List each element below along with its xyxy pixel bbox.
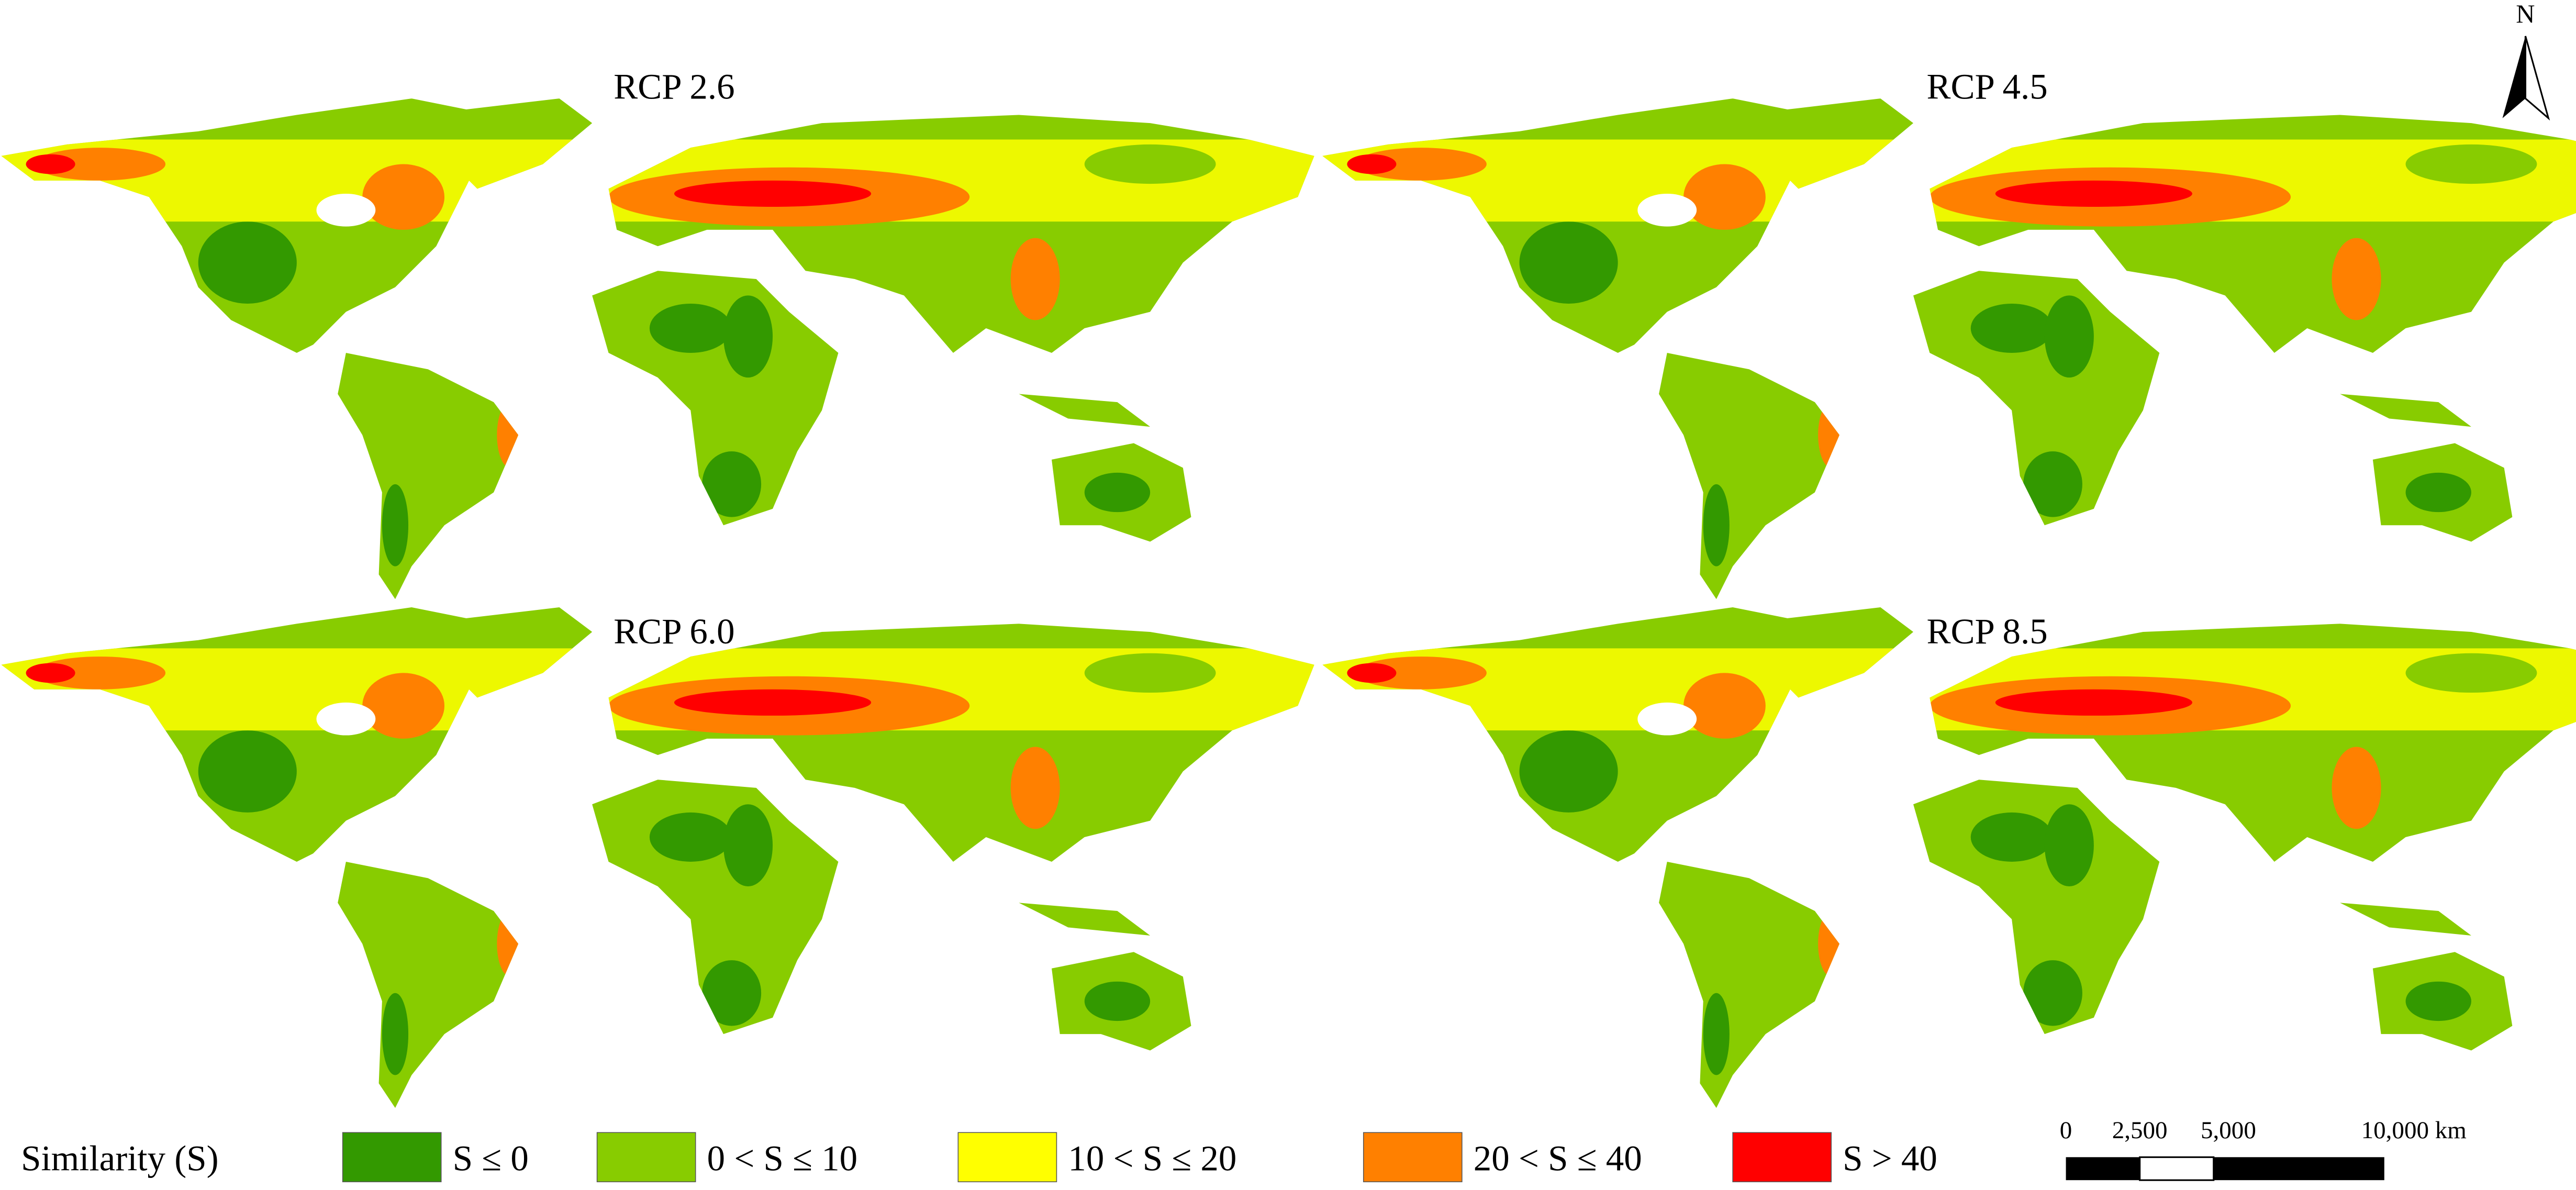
scale-segment (2066, 1157, 2140, 1181)
map-panel: RCP 4.5 (1322, 66, 2576, 607)
arrow-half (2524, 36, 2550, 121)
map-panel: RCP 8.5 (1322, 591, 2576, 1116)
panel-title: RCP 4.5 (1926, 66, 2047, 106)
arrow-half (2502, 36, 2526, 118)
scale-segment (2139, 1156, 2215, 1181)
north-arrow: N (2502, 0, 2550, 121)
legend-title: Similarity (S) (21, 1139, 218, 1178)
map-panel: RCP 2.6 (2, 66, 1331, 607)
legend-label: 20 < S ≤ 40 (1474, 1139, 1642, 1178)
legend-swatch (1363, 1132, 1463, 1183)
world-map (1322, 82, 2576, 607)
legend: Similarity (S) S ≤ 0 0 < S ≤ 10 10 < S ≤ 2… (21, 1132, 1937, 1183)
world-map (1322, 591, 2576, 1116)
legend-label: S > 40 (1843, 1139, 1937, 1178)
panel-title: RCP 8.5 (1926, 611, 2047, 651)
scale-label: 5,000 (2201, 1117, 2256, 1144)
scale-label: 10,000 km (2361, 1117, 2467, 1144)
north-label: N (2516, 0, 2535, 28)
legend-label: S ≤ 0 (453, 1139, 529, 1178)
scale-bar: 0 2,500 5,000 10,000 km (2060, 1117, 2467, 1181)
scale-label: 2,500 (2112, 1117, 2168, 1144)
world-map (2, 591, 1331, 1116)
map-panel: RCP 6.0 (2, 591, 1331, 1116)
legend-swatch (957, 1132, 1057, 1183)
panel-title: RCP 2.6 (614, 66, 734, 106)
scale-label: 0 (2060, 1117, 2072, 1144)
legend-label: 10 < S ≤ 20 (1068, 1139, 1236, 1178)
world-map (2, 82, 1331, 607)
panel-title: RCP 6.0 (614, 611, 734, 651)
legend-swatch (596, 1132, 696, 1183)
scale-segment (2213, 1157, 2384, 1181)
legend-swatch (342, 1132, 442, 1183)
legend-swatch (1732, 1132, 1832, 1183)
legend-label: 0 < S ≤ 10 (707, 1139, 858, 1178)
